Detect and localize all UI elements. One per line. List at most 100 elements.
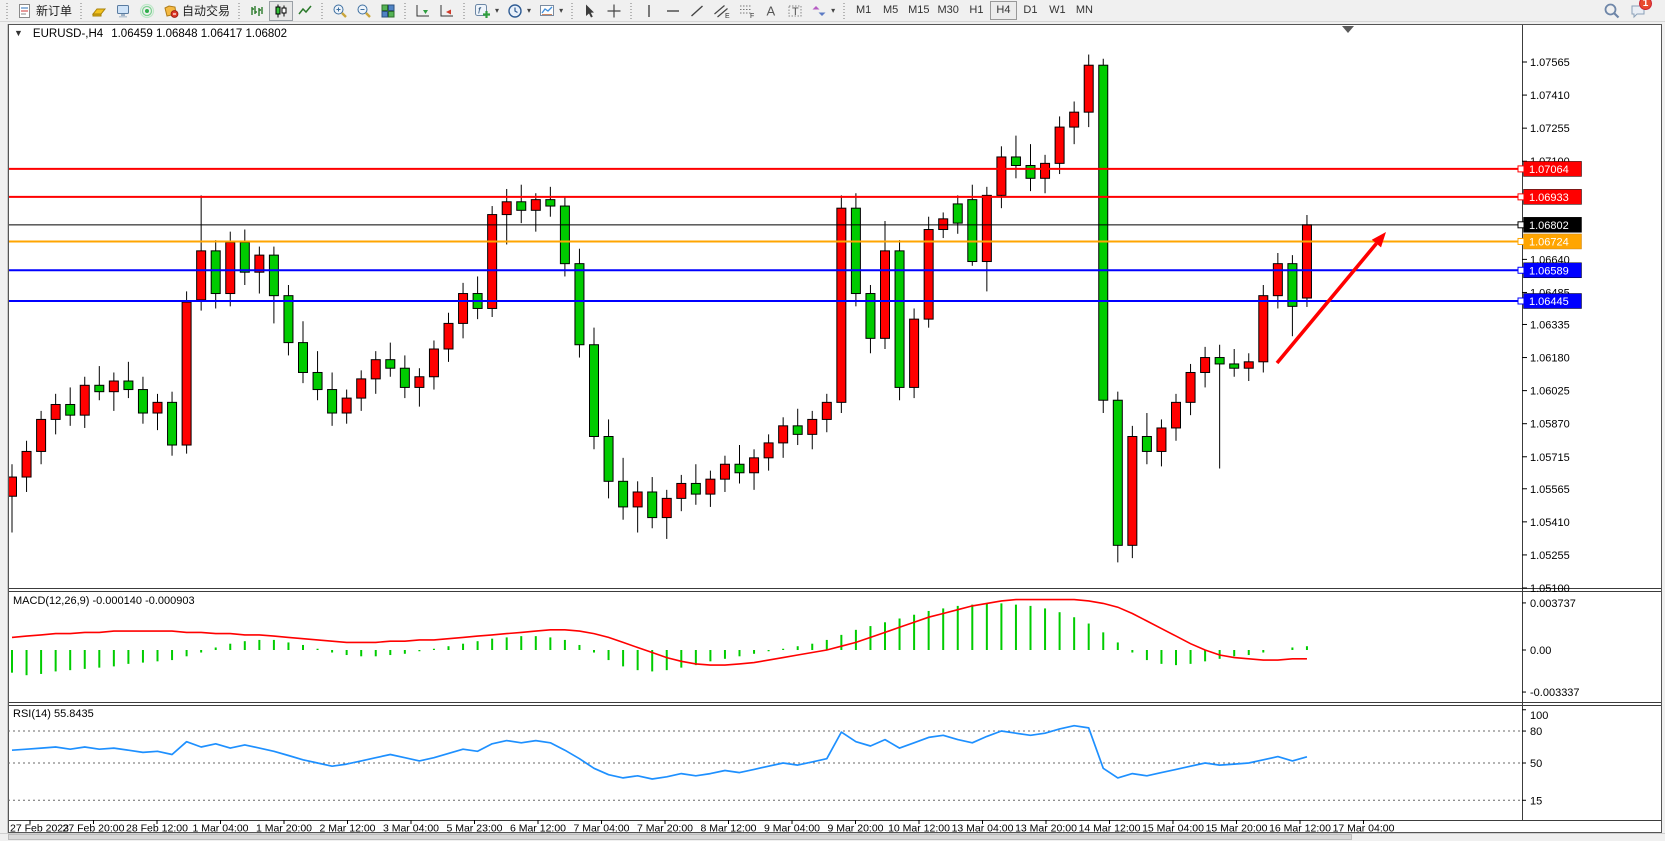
- chart-shift-marker[interactable]: [1342, 26, 1354, 33]
- cursor-button[interactable]: [578, 1, 602, 21]
- time-tick-label: 1 Mar 20:00: [256, 823, 312, 834]
- auto-scroll-button[interactable]: [411, 1, 435, 21]
- time-tick-label: 13 Mar 04:00: [952, 823, 1014, 834]
- vertical-line-button[interactable]: [637, 1, 661, 21]
- timeframe-button-mn[interactable]: MN: [1075, 4, 1093, 16]
- one-click-trading-toggle[interactable]: ▼: [14, 28, 23, 38]
- candle-bearish: [298, 342, 308, 373]
- price-tag-1.06724: 1.06724: [1517, 233, 1582, 250]
- timeframe-button-m5[interactable]: M5: [882, 4, 899, 16]
- rsi-panel: 100 80 50 15: [8, 709, 1548, 807]
- toolbar-grip[interactable]: [403, 2, 409, 19]
- channel-button[interactable]: E: [709, 1, 734, 21]
- indicators-button[interactable]: f ▾: [470, 1, 503, 21]
- timeframe-button-m1[interactable]: M1: [855, 4, 872, 16]
- new-order-label: 新订单: [36, 4, 73, 18]
- autotrade-button[interactable]: 自动交易: [159, 1, 234, 21]
- price-axis[interactable]: 1.075651.074101.072551.071001.066401.064…: [1517, 57, 1582, 595]
- fibonacci-button[interactable]: F: [734, 1, 759, 21]
- chart-symbol-label: EURUSD-,H4: [32, 28, 104, 40]
- svg-text:E: E: [725, 13, 730, 19]
- timeframe-button-h4[interactable]: H4: [989, 1, 1017, 20]
- notifications-button[interactable]: 1: [1625, 0, 1652, 21]
- new-order-button[interactable]: 新订单: [13, 1, 76, 21]
- macd-axis-label: -0.003337: [1530, 687, 1580, 699]
- zoom-in-button[interactable]: [328, 1, 352, 21]
- templates-button[interactable]: ▾: [535, 1, 567, 21]
- line-chart-button[interactable]: [293, 1, 317, 21]
- trend-arrow[interactable]: [1275, 232, 1386, 365]
- zoom-out-button[interactable]: [352, 1, 376, 21]
- candle-bullish: [370, 359, 381, 380]
- chart-canvas[interactable]: 1.075651.074101.072551.071001.066401.064…: [7, 24, 1662, 835]
- time-tick-label: 13 Mar 20:00: [1015, 823, 1077, 834]
- candle-bearish: [137, 389, 148, 414]
- time-tick-label: 7 Mar 20:00: [637, 823, 693, 834]
- candlestick-chart-button[interactable]: [269, 0, 294, 21]
- periods-button[interactable]: ▾: [503, 1, 535, 21]
- market-watch-button[interactable]: [87, 1, 111, 21]
- candle-bullish: [1301, 224, 1312, 299]
- rsi-line: [11, 724, 1308, 780]
- svg-text:1.06933: 1.06933: [1529, 192, 1569, 204]
- timeframe-button-w1[interactable]: W1: [1049, 4, 1066, 16]
- horizontal-scrollbar-thumb[interactable]: [8, 834, 1352, 840]
- gold-bar-icon: [91, 3, 107, 19]
- toolbar-grip[interactable]: [570, 2, 576, 19]
- macd-axis-label: 0.003737: [1530, 598, 1576, 610]
- candle-bearish: [385, 359, 396, 369]
- timeframe-button-h1[interactable]: H1: [969, 4, 984, 16]
- candle-bearish: [734, 463, 745, 474]
- toolbar-grip[interactable]: [629, 2, 635, 19]
- candle-bearish: [545, 199, 556, 207]
- candle-bullish: [414, 376, 425, 388]
- arrows-button[interactable]: ▾: [807, 1, 839, 21]
- candle-bullish: [996, 156, 1007, 196]
- toolbar-grip[interactable]: [79, 2, 85, 19]
- chart-shift-button[interactable]: [435, 1, 459, 21]
- toolbar-grip[interactable]: [237, 2, 243, 19]
- signals-button[interactable]: [135, 1, 159, 21]
- macd-panel: 0.003737 0.00 -0.003337: [11, 598, 1580, 699]
- candle-bullish: [821, 401, 832, 420]
- candle-bearish: [952, 203, 963, 224]
- price-tick-label: 1.06335: [1530, 319, 1570, 331]
- text-label-button[interactable]: T: [783, 1, 807, 21]
- toolbar-grip[interactable]: [5, 2, 10, 19]
- candle-bullish: [21, 450, 32, 478]
- toolbar-grip[interactable]: [462, 2, 468, 19]
- rsi-axis-label: 80: [1530, 726, 1542, 738]
- horizontal-line-button[interactable]: [661, 1, 685, 21]
- candle-bearish: [1141, 435, 1152, 452]
- svg-text:A: A: [767, 3, 776, 18]
- macd-signal-line: [11, 598, 1307, 666]
- trendline-button[interactable]: [685, 1, 709, 21]
- rsi-indicator-label: RSI(14) 55.8435: [13, 708, 94, 720]
- rsi-axis-label: 100: [1530, 710, 1548, 722]
- price-tag-1.06802: 1.06802: [1517, 217, 1582, 233]
- candle-bearish: [1025, 164, 1036, 179]
- candle-bullish: [778, 425, 789, 444]
- dropdown-caret: ▾: [495, 6, 500, 15]
- price-tick-label: 1.06025: [1530, 386, 1570, 398]
- crosshair-button[interactable]: [602, 1, 626, 21]
- timeframe-button-m30[interactable]: M30: [937, 4, 959, 16]
- chart-window[interactable]: 1.075651.074101.072551.071001.066401.064…: [7, 24, 1662, 835]
- time-tick-label: 15 Mar 04:00: [1142, 823, 1204, 834]
- toolbar-grip[interactable]: [842, 2, 848, 19]
- search-button[interactable]: [1599, 1, 1625, 21]
- tile-windows-button[interactable]: [376, 1, 400, 21]
- time-tick-label: 6 Mar 12:00: [510, 823, 566, 834]
- price-tick-label: 1.05100: [1530, 583, 1570, 595]
- text-button[interactable]: A: [759, 1, 783, 21]
- timeframe-button-d1[interactable]: D1: [1023, 4, 1038, 16]
- bar-chart-button[interactable]: [245, 1, 269, 21]
- toolbar-grip[interactable]: [320, 2, 326, 19]
- crosshair-icon: [606, 3, 622, 19]
- candle-bullish: [1054, 126, 1065, 164]
- timeframe-button-m15[interactable]: M15: [908, 4, 930, 16]
- terminal-button[interactable]: [111, 1, 135, 21]
- horizontal-line-icon: [665, 3, 681, 19]
